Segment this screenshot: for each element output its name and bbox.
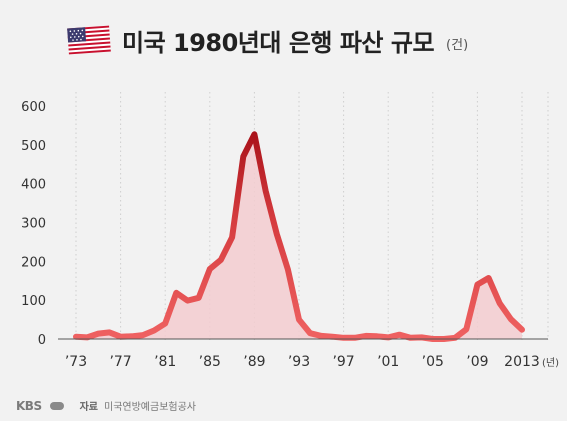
data-point: [318, 333, 324, 339]
x-tick-label: ’89: [243, 354, 265, 370]
data-point: [519, 327, 525, 333]
y-axis: 0 100 200 300 400 500 600: [21, 100, 46, 348]
y-tick-label: 500: [21, 139, 46, 154]
x-tick-label: ’09: [466, 354, 488, 370]
data-point: [374, 333, 380, 339]
kbs-logo-mark-icon: [49, 401, 64, 410]
data-point: [229, 234, 235, 240]
data-point: [474, 282, 480, 288]
data-point: [296, 317, 302, 323]
data-point: [307, 330, 313, 336]
data-point: [363, 333, 369, 339]
data-point: [162, 320, 168, 326]
kbs-logo: KBS: [16, 398, 42, 413]
y-tick-label: 400: [21, 178, 46, 193]
x-axis: ’73 ’77 ’81 ’85 ’89 ’93 ’97 ’01 ’05 ’09 2013 (년): [65, 354, 559, 370]
data-point: [452, 335, 458, 341]
chart-title: 미국 1980년대 은행 파산 규모: [122, 28, 435, 57]
footer: KBS 자료 미국연방예금보험공사: [16, 398, 196, 414]
us-flag-icon: [67, 25, 111, 55]
data-point: [341, 335, 347, 341]
x-tick-label: ’73: [65, 354, 87, 370]
x-tick-label: ’05: [422, 354, 444, 370]
data-point: [151, 327, 157, 333]
data-point: [185, 298, 191, 304]
y-tick-label: 0: [38, 333, 46, 348]
x-tick-label: ’01: [377, 354, 399, 370]
y-tick-label: 600: [21, 100, 46, 115]
data-point: [463, 326, 469, 332]
x-unit-label: (년): [542, 357, 559, 369]
data-point: [207, 266, 213, 272]
data-point: [95, 331, 101, 337]
data-point: [508, 316, 514, 322]
data-point: [419, 334, 425, 340]
data-point: [385, 334, 391, 340]
x-tick-label: ’93: [288, 354, 310, 370]
data-point: [352, 335, 358, 341]
data-point: [263, 188, 269, 194]
data-point: [251, 131, 257, 137]
data-point: [285, 266, 291, 272]
data-point: [396, 332, 402, 338]
y-tick-label: 100: [21, 294, 46, 309]
unit-label: (건): [446, 37, 469, 53]
data-point: [84, 334, 90, 340]
data-point: [140, 332, 146, 338]
data-point: [196, 295, 202, 301]
data-point: [240, 153, 246, 159]
area-fill: [76, 134, 522, 339]
source-text: 미국연방예금보험공사: [104, 402, 196, 413]
source-label: 자료: [79, 402, 98, 413]
data-point: [497, 300, 503, 306]
data-point: [408, 335, 414, 341]
data-point: [106, 329, 112, 335]
data-point: [274, 231, 280, 237]
data-point: [129, 333, 135, 339]
data-point: [486, 275, 492, 281]
x-tick-label: 2013: [504, 354, 540, 370]
y-tick-label: 200: [21, 255, 46, 270]
data-point: [173, 290, 179, 296]
title-block: 미국 1980년대 은행 파산 규모 (건): [66, 20, 468, 60]
y-tick-label: 300: [21, 217, 46, 232]
x-tick-label: ’77: [109, 354, 131, 370]
x-tick-label: ’97: [332, 354, 354, 370]
x-tick-label: ’85: [199, 354, 221, 370]
x-tick-label: ’81: [154, 354, 176, 370]
data-point: [218, 257, 224, 263]
